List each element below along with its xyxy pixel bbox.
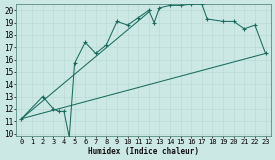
X-axis label: Humidex (Indice chaleur): Humidex (Indice chaleur) (88, 147, 199, 156)
